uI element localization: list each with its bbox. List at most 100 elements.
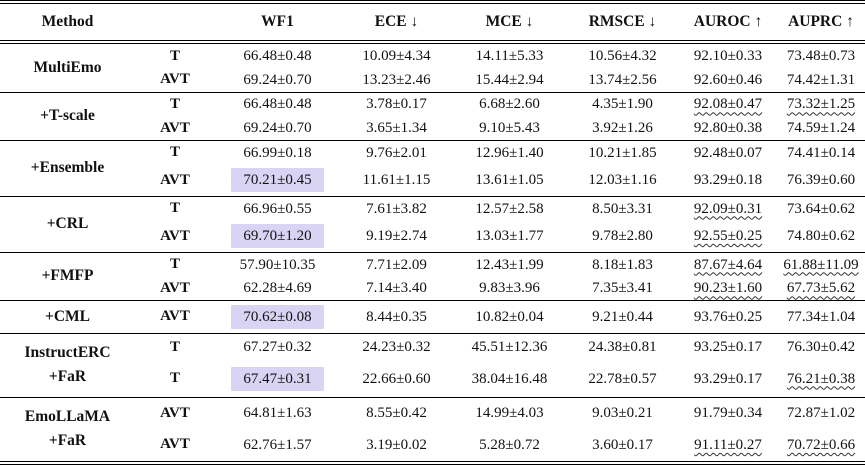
metric-value: 9.19±2.74 [366,228,427,245]
metric-cell: 9.19±2.74 [340,220,453,252]
metric-cell: 7.14±3.40 [340,276,453,300]
metric-cell: 3.78±0.17 [340,91,453,117]
metric-cell: 74.59±1.24 [777,116,865,140]
metric-cell: 13.03±1.77 [453,220,566,252]
metric-value: 5.28±0.72 [479,436,540,453]
metric-cell: 12.03±1.16 [566,164,679,196]
table-row: EmoLLaMA +FaR AVT 64.81±1.63 8.55±0.42 14.99±… [0,396,865,463]
metric-cell: 66.48±0.48 [215,91,340,117]
metric-cell: 69.24±0.70 [215,68,340,92]
metric-value: 12.43±1.99 [475,256,544,273]
method-cell: +CRL [0,195,135,253]
metric-value: 3.92±1.26 [592,120,653,137]
highlighted-value: 67.47±0.31 [231,366,324,391]
metric-cell: 8.55±0.42 [340,396,453,429]
method-cell: +Ensemble [0,139,135,197]
wavy-underlined-value: 92.55±0.25 [693,228,763,245]
wavy-underlined-value: 73.32±1.25 [786,96,856,113]
method-label: +CRL [46,215,89,233]
wavy-underlined-value: 91.11±0.27 [694,436,762,453]
metric-cell: 73.64±0.62 [777,195,865,221]
metric-value: 76.30±0.42 [786,339,856,356]
wavy-underlined-value: 70.72±0.66 [786,436,856,453]
metric-cell: 77.34±1.04 [777,300,865,334]
column-header: ECE ↓ [340,2,453,44]
metric-value: 92.48±0.07 [693,144,763,161]
metric-value: 13.74±2.56 [588,71,657,88]
metric-cell: 92.48±0.07 [679,139,777,165]
metric-cell: 74.41±0.14 [777,139,865,165]
metric-value: 74.59±1.24 [786,120,856,137]
metric-value: 22.78±0.57 [588,370,657,387]
method-label: +Ensemble [30,159,105,177]
method-label: +T-scale [40,107,95,125]
method-label: +FaR [48,432,87,450]
metric-cell: 93.29±0.18 [679,164,777,196]
metric-cell: 13.23±2.46 [340,68,453,92]
method-label: EmoLLaMA [24,408,111,426]
metric-value: 8.44±0.35 [366,308,427,325]
metric-value: 9.83±3.96 [479,280,540,297]
table-row: +CRL T 66.96±0.55 7.61±3.82 12.57±2.58 8.50±3… [0,195,865,253]
metric-cell: 8.44±0.35 [340,300,453,334]
metric-cell: 74.80±0.62 [777,220,865,252]
metric-cell: 69.24±0.70 [215,116,340,140]
metric-value: 10.21±1.85 [588,144,657,161]
metric-value: 11.61±1.15 [362,172,431,189]
column-header: MCE ↓ [453,2,566,44]
modality-cell: AVT [160,71,190,88]
table-row: AVT 70.21±0.45 11.61±1.15 13.61±1.05 12.03±1… [0,164,865,196]
table-row: +Ensemble T 66.99±0.18 9.76±2.01 12.96±1.40 1… [0,139,865,197]
metric-value: 10.82±0.04 [475,308,544,325]
column-header: AUPRC ↑ [777,2,865,44]
method-cell: +T-scale [0,91,135,141]
metric-value: 9.10±5.43 [479,120,540,137]
metric-value: 12.96±1.40 [475,144,544,161]
metric-cell: 12.96±1.40 [453,139,566,165]
metric-value: 9.78±2.80 [592,228,653,245]
modality-cell: T [135,91,215,117]
metric-cell: 62.76±1.57 [215,429,340,463]
metric-cell: 9.21±0.44 [566,300,679,334]
method-label: MultiEmo [33,58,102,76]
metric-value: 73.64±0.62 [786,200,856,217]
metric-value: 9.21±0.44 [592,308,653,325]
metric-cell: 66.96±0.55 [215,195,340,221]
metric-cell: 87.67±4.64 [679,251,777,277]
metric-cell: 8.18±1.83 [566,251,679,277]
metric-cell: 92.55±0.25 [679,220,777,252]
metric-value: 67.27±0.32 [243,339,312,356]
table-row: +FMFP T 57.90±10.35 7.71±2.09 12.43±1.99 8.18… [0,251,865,301]
metric-value: 38.04±16.48 [471,370,548,387]
modality-cell: AVT [135,396,215,429]
metric-value: 13.03±1.77 [475,228,544,245]
metric-value: 91.79±0.34 [693,405,763,422]
table-row: MultiEmo T 66.48±0.48 10.09±4.34 14.11±5.33 1… [0,41,865,93]
metric-cell: 10.82±0.04 [453,300,566,334]
wavy-underlined-value: 61.88±11.09 [783,256,859,273]
metric-value: 73.48±0.73 [786,48,856,65]
metric-value: 3.60±0.17 [592,436,653,453]
metric-value: 66.99±0.18 [243,144,312,161]
modality-cell: AVT [160,119,190,136]
metric-value: 92.60±0.46 [693,71,763,88]
metric-value: 77.34±1.04 [786,308,856,325]
metric-cell: 14.11±5.33 [453,41,566,69]
column-header: AUROC ↑ [679,2,777,44]
metric-value: 7.61±3.82 [366,200,427,217]
metric-cell: 67.27±0.32 [215,332,340,361]
metric-value: 62.76±1.57 [243,436,312,453]
highlighted-value: 69.70±1.20 [231,224,324,249]
metric-value: 92.80±0.38 [693,120,763,137]
method-label: InstructERC [24,344,111,362]
table-row: InstructERC +FaR T 67.27±0.32 24.23±0.32 45.5… [0,332,865,398]
metric-cell: 73.32±1.25 [777,91,865,117]
metric-value: 9.03±0.21 [592,405,653,422]
metric-cell: 67.73±5.62 [777,276,865,300]
modality-cell: AVT [160,436,190,453]
metric-cell: 69.70±1.20 [215,220,340,252]
metric-value: 24.23±0.32 [362,339,431,356]
metric-cell: 76.21±0.38 [777,361,865,397]
metric-value: 57.90±10.35 [239,256,316,273]
metric-value: 3.65±1.34 [366,120,427,137]
